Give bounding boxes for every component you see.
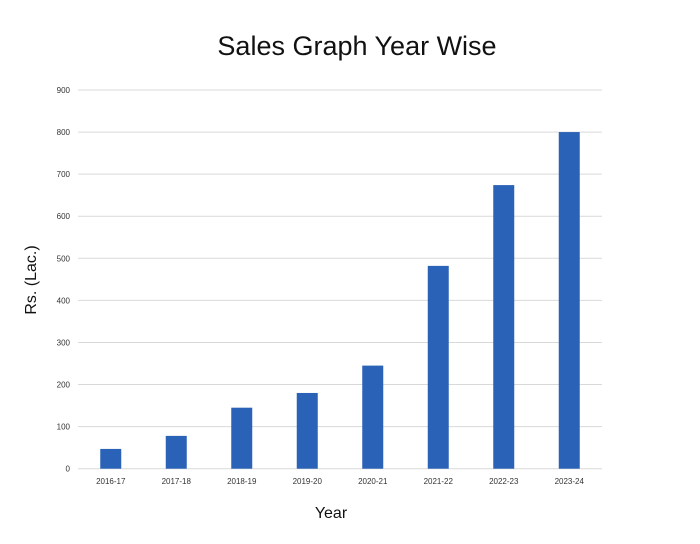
x-tick-label: 2023-24 bbox=[555, 477, 585, 486]
bar-2018-19 bbox=[231, 407, 253, 469]
bar-2021-22 bbox=[427, 265, 449, 469]
chart-title: Sales Graph Year Wise bbox=[217, 31, 496, 61]
y-tick-label: 300 bbox=[57, 338, 71, 347]
bars bbox=[100, 132, 580, 469]
y-tick-label: 800 bbox=[57, 128, 71, 137]
y-tick-label: 100 bbox=[57, 423, 71, 432]
bar-2020-21 bbox=[362, 365, 384, 469]
y-tick-label: 500 bbox=[57, 254, 71, 263]
y-axis-label: Rs. (Lac.) bbox=[23, 245, 40, 314]
x-tick-label: 2020-21 bbox=[358, 477, 388, 486]
x-tick-label: 2019-20 bbox=[293, 477, 323, 486]
y-tick-label: 400 bbox=[57, 296, 71, 305]
x-tick-labels: 2016-17 2017-18 2018-19 2019-20 2020-21 2021-… bbox=[96, 477, 584, 486]
bar-2017-18 bbox=[165, 435, 187, 469]
y-tick-label: 600 bbox=[57, 212, 71, 221]
y-tick-label: 0 bbox=[66, 465, 71, 474]
y-tick-label: 700 bbox=[57, 170, 71, 179]
x-tick-label: 2021-22 bbox=[424, 477, 454, 486]
gridlines bbox=[78, 89, 602, 470]
bar-2016-17 bbox=[100, 448, 122, 469]
bar-2023-24 bbox=[558, 132, 580, 469]
x-tick-label: 2016-17 bbox=[96, 477, 126, 486]
x-tick-label: 2022-23 bbox=[489, 477, 519, 486]
bar-2019-20 bbox=[296, 392, 318, 469]
x-tick-label: 2018-19 bbox=[227, 477, 257, 486]
y-tick-label: 200 bbox=[57, 381, 71, 390]
y-tick-labels: 0 100 200 300 400 500 600 700 800 900 bbox=[57, 86, 71, 474]
y-tick-label: 900 bbox=[57, 86, 71, 95]
x-tick-label: 2017-18 bbox=[162, 477, 192, 486]
x-axis-label: Year bbox=[315, 505, 348, 522]
bar-2022-23 bbox=[493, 185, 515, 469]
